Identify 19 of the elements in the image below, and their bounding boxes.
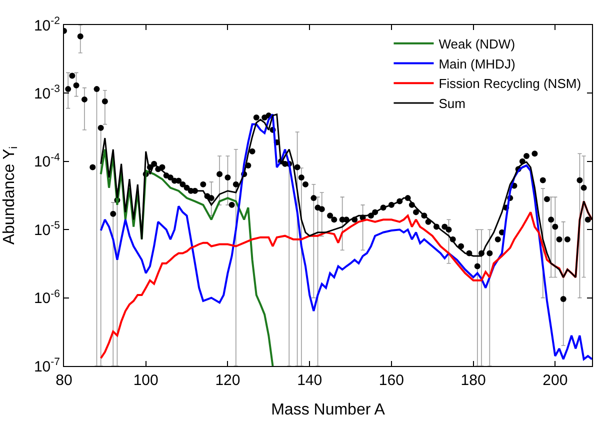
x-tick-label: 140 (297, 372, 322, 389)
legend-label: Main (MHDJ) (438, 56, 516, 72)
line-series (100, 200, 592, 360)
y-tick-label: 10$^{-5}$ (34, 220, 60, 239)
legend-label: Weak (NDW) (438, 36, 516, 52)
x-tick-label: 120 (215, 372, 240, 389)
y-tick-label: 10$^{-3}$ (34, 83, 60, 102)
y-tick-label: 10$^{-4}$ (34, 151, 60, 171)
x-tick-label: 160 (378, 372, 404, 389)
x-tick-label: 100 (133, 372, 158, 389)
x-tick-label: 180 (460, 372, 486, 389)
x-tick-label: 200 (542, 372, 568, 389)
legend-label: Sum (438, 96, 466, 112)
y-tick-label: 10$^{-2}$ (34, 14, 60, 34)
line-series (100, 113, 592, 360)
line-series (100, 148, 274, 366)
y-tick-label: 10$^{-6}$ (34, 288, 60, 308)
legend-label: Fission Recycling (NSM) (438, 76, 582, 92)
x-axis-title: Mass Number A (271, 402, 386, 419)
